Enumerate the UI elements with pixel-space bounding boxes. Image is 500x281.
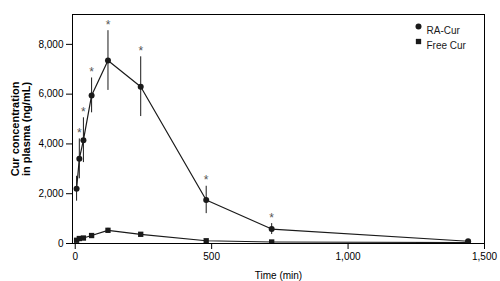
svg-text:*: * <box>138 44 143 58</box>
svg-text:2,000: 2,000 <box>38 188 63 199</box>
svg-text:*: * <box>106 18 111 32</box>
svg-text:Cur concentrationin plasma (ng: Cur concentrationin plasma (ng/mL) <box>9 81 32 176</box>
svg-text:Free Cur: Free Cur <box>427 40 467 51</box>
svg-text:*: * <box>77 126 82 140</box>
svg-text:*: * <box>81 105 86 119</box>
svg-text:6,000: 6,000 <box>38 88 63 99</box>
svg-text:0: 0 <box>72 251 78 262</box>
svg-text:8,000: 8,000 <box>38 39 63 50</box>
svg-text:*: * <box>204 173 209 187</box>
svg-text:RA-Cur: RA-Cur <box>427 25 461 36</box>
svg-text:4,000: 4,000 <box>38 138 63 149</box>
svg-text:500: 500 <box>203 251 220 262</box>
svg-text:Time (min): Time (min) <box>255 270 302 281</box>
svg-text:*: * <box>269 211 274 225</box>
svg-text:1,500: 1,500 <box>472 251 497 262</box>
svg-text:0: 0 <box>58 238 64 249</box>
svg-text:1,000: 1,000 <box>336 251 361 262</box>
svg-text:*: * <box>89 65 94 79</box>
